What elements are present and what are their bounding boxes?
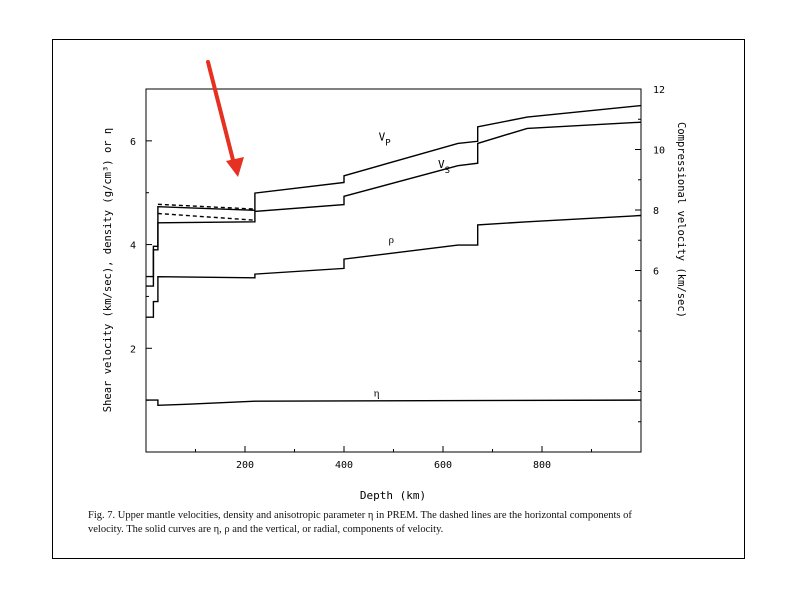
series-line-v-s xyxy=(146,121,642,287)
y-right-tick-label: 8 xyxy=(653,206,659,217)
arrow-shaft xyxy=(206,60,235,162)
figure-frame: 200 400 600 800 2 4 6 6 8 10 12 VP VS ρ η Depth (km) … xyxy=(52,39,745,559)
series-line-v-sh xyxy=(157,212,255,221)
series-line-eta xyxy=(146,399,642,407)
x-axis-label: Depth (km) xyxy=(360,489,426,502)
y-right-tick-label: 10 xyxy=(653,146,665,157)
y-axis-label-right: Compressional velocity (km/sec) xyxy=(675,122,687,318)
x-tick-label: 600 xyxy=(434,460,452,471)
y-left-tick-label: 4 xyxy=(130,241,136,252)
series-label-v-s: VS xyxy=(438,158,450,176)
arrow-head xyxy=(226,157,244,177)
plot-area xyxy=(145,88,642,453)
series-line-rho xyxy=(146,214,642,318)
series-line-v-ph xyxy=(157,203,255,210)
series-label-rho: ρ xyxy=(389,234,395,246)
x-tick-label: 400 xyxy=(335,460,353,471)
caption-line-2: velocity. The solid curves are η, ρ and … xyxy=(88,524,444,535)
y-right-tick-label: 12 xyxy=(653,85,665,96)
y-right-tick-label: 6 xyxy=(653,267,659,278)
figure-caption: Fig. 7. Upper mantle velocities, density… xyxy=(88,509,708,537)
caption-line-1: Fig. 7. Upper mantle velocities, density… xyxy=(88,510,632,521)
y-left-tick-label: 2 xyxy=(130,344,136,355)
x-tick-label: 200 xyxy=(236,460,254,471)
red-arrow-annotation xyxy=(206,60,244,177)
series-label-v-p: VP xyxy=(379,130,392,148)
y-left-tick-label: 6 xyxy=(130,137,136,148)
series-label-eta: η xyxy=(374,388,380,400)
series-line-v-p xyxy=(146,104,642,278)
y-axis-label-left: Shear velocity (km/sec), density (g/cm³)… xyxy=(102,128,114,412)
x-tick-label: 800 xyxy=(533,460,551,471)
